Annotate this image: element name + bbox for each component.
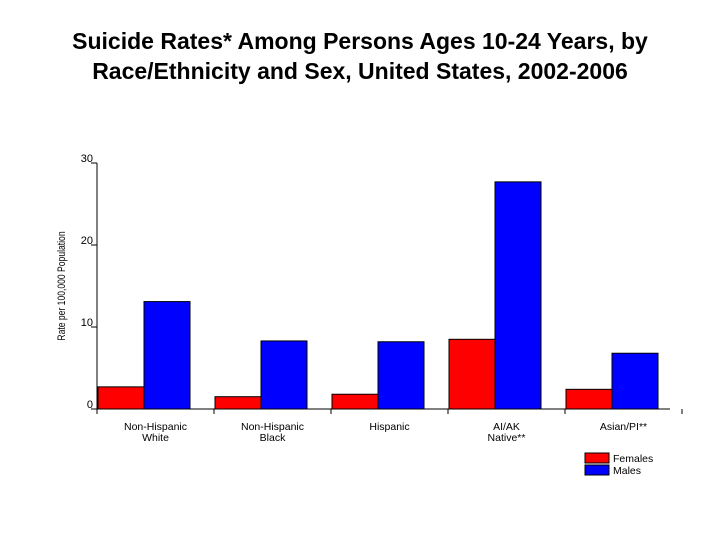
chart-title-line-2: Race/Ethnicity and Sex, United States, 2…: [92, 58, 628, 84]
chart-title: Suicide Rates* Among Persons Ages 10-24 …: [0, 26, 720, 86]
x-tick-label-3-0: AI/AK: [493, 421, 520, 433]
plot-area: 0102030Non-HispanicWhiteNon-HispanicBlac…: [56, 153, 683, 477]
legend-swatch-males: [584, 464, 610, 476]
x-tick-label-0-0: Non-Hispanic: [124, 421, 187, 433]
y-tick-label-2: 20: [81, 235, 93, 247]
legend-label-males: Males: [613, 465, 641, 477]
bar-males-0: [143, 301, 191, 410]
y-tick-label-3: 30: [81, 153, 93, 165]
y-tick-label-0: 0: [87, 399, 93, 411]
x-tick-label-1-1: Black: [260, 432, 286, 444]
x-tick-label-0-1: White: [142, 432, 169, 444]
y-axis-title: Rate per 100,000 Population: [56, 231, 68, 340]
y-tick-label-1: 10: [81, 317, 93, 329]
bar-males-2: [377, 341, 425, 410]
chart-title-line-1: Suicide Rates* Among Persons Ages 10-24 …: [72, 28, 648, 54]
legend-label-females: Females: [613, 453, 653, 465]
legend-swatch-females: [584, 452, 610, 464]
bar-females-4: [565, 388, 613, 410]
x-tick-label-3-1: Native**: [488, 432, 526, 444]
x-tick-label-4-0: Asian/PI**: [600, 421, 647, 433]
x-tick-label-1-0: Non-Hispanic: [241, 421, 304, 433]
bar-females-0: [97, 386, 145, 410]
bar-females-3: [448, 338, 496, 410]
bar-females-2: [331, 393, 379, 410]
x-tick-label-2-0: Hispanic: [369, 421, 409, 433]
bar-males-3: [494, 181, 542, 410]
bar-females-1: [214, 396, 262, 410]
bar-males-1: [260, 340, 308, 410]
bar-males-4: [611, 352, 659, 410]
